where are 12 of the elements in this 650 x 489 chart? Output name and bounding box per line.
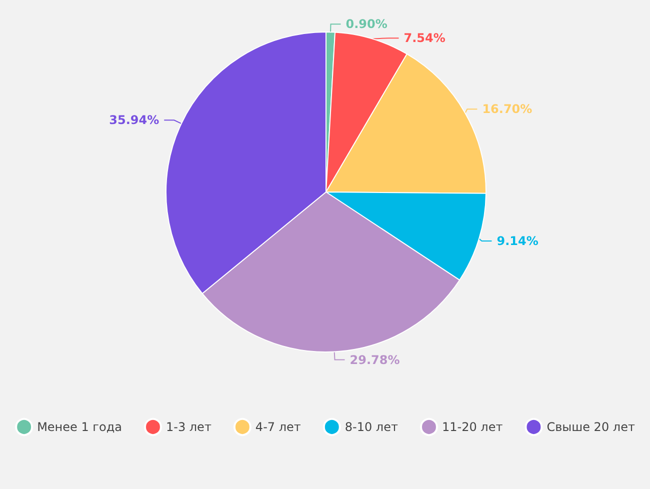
data-label: 29.78% <box>350 352 400 367</box>
legend-label: Свыше 20 лет <box>546 420 635 434</box>
data-label: 0.90% <box>346 17 388 32</box>
data-label: 35.94% <box>109 113 160 128</box>
data-label: 7.54% <box>404 31 446 46</box>
data-label: 9.14% <box>496 234 538 248</box>
legend-label: Менее 1 года <box>37 420 122 434</box>
data-label: 16.70% <box>482 102 532 116</box>
legend-label: 1-3 лет <box>166 420 212 434</box>
legend-label: 11-20 лет <box>442 420 503 434</box>
legend-label: 4-7 лет <box>255 420 301 434</box>
legend-label: 8-10 лет <box>344 420 398 434</box>
